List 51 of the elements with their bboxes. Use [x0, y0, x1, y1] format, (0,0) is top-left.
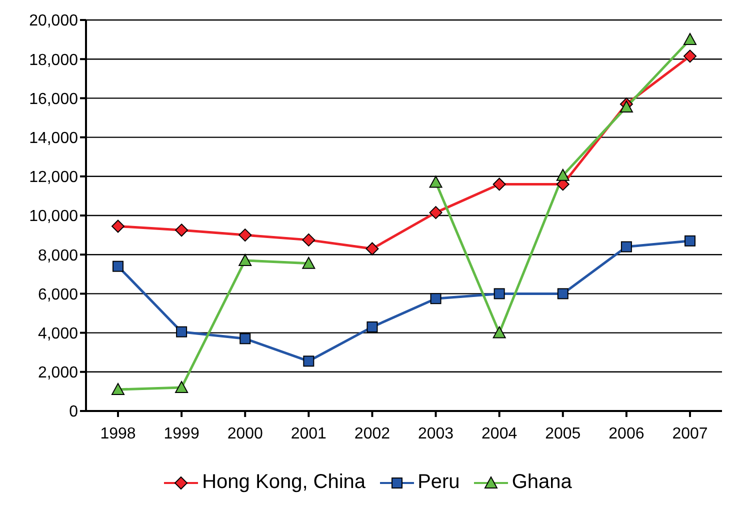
x-tick-label: 2006: [608, 425, 644, 442]
point: [492, 178, 506, 191]
point: [238, 228, 252, 242]
legend-label: Ghana: [510, 471, 572, 494]
y-tick-label: 4,000: [38, 325, 78, 342]
point: [429, 206, 442, 220]
x-tick-label: 2004: [482, 425, 518, 442]
legend-label: Peru: [416, 471, 460, 494]
x-tick-label: 2003: [418, 425, 454, 442]
point: [684, 33, 696, 46]
point: [175, 381, 188, 394]
y-tick-label: 8,000: [38, 247, 78, 264]
x-tick-label: 2000: [227, 425, 264, 442]
x-tick-label: 2005: [545, 425, 581, 442]
y-tick-label: 16,000: [29, 90, 78, 108]
legend-label: Hong Kong, China: [201, 471, 366, 494]
y-tick-label: 14,000: [29, 130, 78, 147]
point: [238, 254, 252, 266]
point: [366, 321, 378, 332]
point: [494, 288, 505, 300]
point: [112, 260, 124, 272]
point: [176, 326, 188, 338]
point: [429, 176, 442, 188]
point: [366, 242, 379, 256]
y-tick-label: 18,000: [29, 52, 78, 69]
point: [430, 293, 442, 304]
point: [620, 241, 632, 252]
point: [240, 333, 251, 344]
x-tick-label: 2001: [290, 425, 327, 442]
point: [302, 233, 316, 246]
point: [684, 50, 696, 63]
point: [112, 220, 124, 233]
y-tick-label: 20,000: [29, 12, 78, 30]
x-tick-label: 1999: [164, 425, 200, 442]
point: [112, 382, 124, 395]
point: [175, 224, 188, 237]
point: [620, 100, 633, 112]
y-tick-label: 10,000: [29, 208, 78, 226]
x-tick-label: 2002: [354, 425, 390, 442]
y-tick-label: 2,000: [38, 364, 78, 382]
x-tick-label: 1998: [100, 425, 136, 442]
point: [684, 235, 696, 246]
point: [303, 356, 314, 367]
y-tick-label: 0: [69, 404, 78, 421]
point: [557, 288, 568, 300]
y-tick-label: 12,000: [29, 169, 78, 186]
point: [556, 168, 570, 181]
x-tick-label: 2007: [672, 425, 708, 442]
point: [492, 326, 506, 338]
y-tick-label: 6,000: [38, 286, 78, 304]
point: [302, 256, 316, 269]
